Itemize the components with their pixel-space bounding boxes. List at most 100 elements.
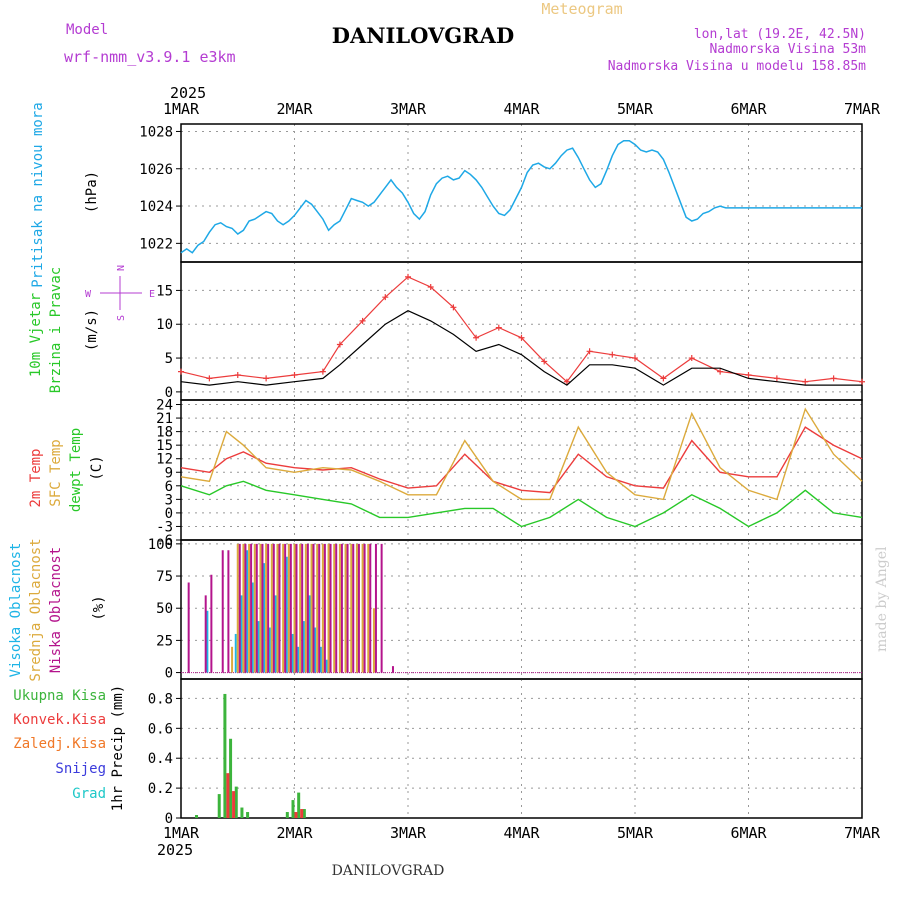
wind-gust-marker	[745, 371, 752, 378]
y-tick-label: 100	[148, 537, 173, 553]
precip-total-bar	[246, 812, 250, 818]
wind-gust-marker	[717, 368, 724, 375]
precip-legend-hail: Grad	[72, 786, 106, 802]
compass-east: E	[149, 289, 155, 300]
wind-ylabel: (m/s)	[84, 309, 100, 351]
wind-compass: N S W E	[85, 265, 155, 321]
day-label-bottom: 4MAR	[503, 824, 540, 842]
wind-gust-marker	[688, 355, 695, 362]
precip-legend-total: Ukupna Kisa	[13, 688, 106, 704]
footer-title: DANILOVGRAD	[332, 863, 445, 879]
y-tick-label: 1022	[139, 236, 173, 252]
day-label-top: 2MAR	[276, 100, 313, 118]
y-tick-label: 0.8	[148, 691, 173, 707]
wind-gust-marker	[541, 358, 548, 365]
y-tick-label: 25	[156, 633, 173, 649]
wind-gust-marker	[319, 368, 326, 375]
day-label-top: 4MAR	[503, 100, 540, 118]
credit-label: made by Angel	[874, 546, 890, 652]
wind-gust-marker	[660, 375, 667, 382]
y-tick-label: 75	[156, 569, 173, 585]
wind-gust-marker	[518, 334, 525, 341]
cloud-title2: Srednja Oblacnost	[28, 538, 44, 681]
y-tick-label: 1024	[139, 199, 173, 215]
precip-ylabel: 1hr Precip (mm)	[110, 685, 126, 811]
wind-gust-marker	[405, 273, 411, 280]
day-label-bottom: 7MAR	[844, 824, 881, 842]
day-label-top: 1MAR	[163, 100, 200, 118]
precip-total-bar	[229, 738, 233, 818]
y-tick-label: 15	[156, 283, 173, 299]
precip-total-bar	[297, 792, 301, 818]
precip-total-bar	[234, 786, 238, 818]
y-tick-label: 12	[156, 452, 173, 468]
precip-total-bar	[217, 794, 221, 818]
wind-gust-marker	[382, 294, 389, 301]
wind-gust-marker	[291, 371, 298, 378]
plot-layer: 1022102410261028051015-6-303691215182124…	[139, 100, 881, 842]
wind-gust-marker	[263, 375, 270, 382]
y-tick-label: 21	[156, 411, 173, 427]
lonlat-label: lon,lat (19.2E, 42.5N)	[694, 27, 866, 42]
dewpoint-line	[180, 480, 863, 528]
cloud-title3: Niska Oblacnost	[48, 547, 64, 673]
compass-west: W	[85, 289, 92, 300]
compass-north: N	[116, 265, 127, 271]
panel-frame	[180, 678, 863, 819]
precip-conv-bar	[300, 809, 304, 818]
elevation-label: Nadmorska Visina 53m	[709, 42, 866, 57]
wind-gust-marker	[632, 355, 638, 362]
y-tick-label: 50	[156, 601, 173, 617]
wind-gust-marker	[802, 378, 809, 385]
y-tick-label: 0.4	[148, 751, 173, 767]
wind-gust-marker	[586, 348, 593, 355]
y-tick-label: 9	[165, 465, 173, 481]
panel-frame	[180, 123, 863, 263]
wind-title: 10m Vjetar	[28, 293, 44, 377]
day-label-bottom: 5MAR	[617, 824, 654, 842]
year-top: 2025	[170, 84, 206, 102]
wind-gust-marker	[427, 284, 434, 291]
wind-gust-marker	[336, 341, 343, 348]
y-tick-label: 0	[165, 666, 173, 682]
y-tick-label: 0	[165, 506, 173, 522]
precip-total-bar	[291, 800, 295, 818]
temp-title3: dewpt Temp	[68, 428, 84, 512]
model-label: Model	[66, 22, 108, 38]
precip-conv-bar	[294, 812, 298, 818]
day-label-top: 3MAR	[390, 100, 427, 118]
wind-gust-marker	[773, 375, 780, 382]
temp-title2: SFC Temp	[48, 439, 64, 506]
temp-ylabel: (C)	[89, 455, 105, 480]
precip-total-bar	[285, 812, 289, 818]
y-tick-label: 3	[165, 492, 173, 508]
y-tick-label: 0.6	[148, 721, 173, 737]
cloud-title: Visoka Oblacnost	[8, 543, 24, 678]
model-elevation-label: Nadmorska Visina u modelu 158.85m	[608, 59, 866, 74]
temp-2m-line	[180, 426, 863, 494]
precip-legend-frozen: Zaledj.Kisa	[13, 736, 106, 752]
precip-legend-snow: Snijeg	[55, 761, 106, 777]
wind-gust-marker	[609, 351, 616, 358]
day-label-top: 5MAR	[617, 100, 654, 118]
y-tick-label: -6	[156, 533, 173, 549]
pressure-title: Pritisak na nivou mora	[30, 102, 46, 287]
day-label-top: 7MAR	[844, 100, 881, 118]
wind-speed-line	[180, 310, 862, 386]
y-tick-label: 1028	[139, 124, 173, 140]
wind-gust-marker	[563, 378, 570, 385]
wind-gust-marker	[830, 375, 837, 382]
wind-gust-marker	[359, 317, 366, 324]
station-title: DANILOVGRAD	[332, 23, 514, 48]
pressure-line	[180, 140, 862, 254]
year-bottom: 2025	[157, 841, 193, 859]
y-tick-label: 0	[165, 811, 173, 827]
y-tick-label: 1026	[139, 162, 173, 178]
precip-legend-conv: Konvek.Kisa	[13, 712, 106, 728]
wind-gust-marker	[495, 324, 502, 331]
precip-conv-bar	[232, 791, 236, 818]
day-label-bottom: 3MAR	[390, 824, 427, 842]
chart-kind: Meteogram	[541, 0, 622, 18]
wind-gust-marker	[473, 334, 480, 341]
wind-gust-marker	[859, 378, 865, 385]
